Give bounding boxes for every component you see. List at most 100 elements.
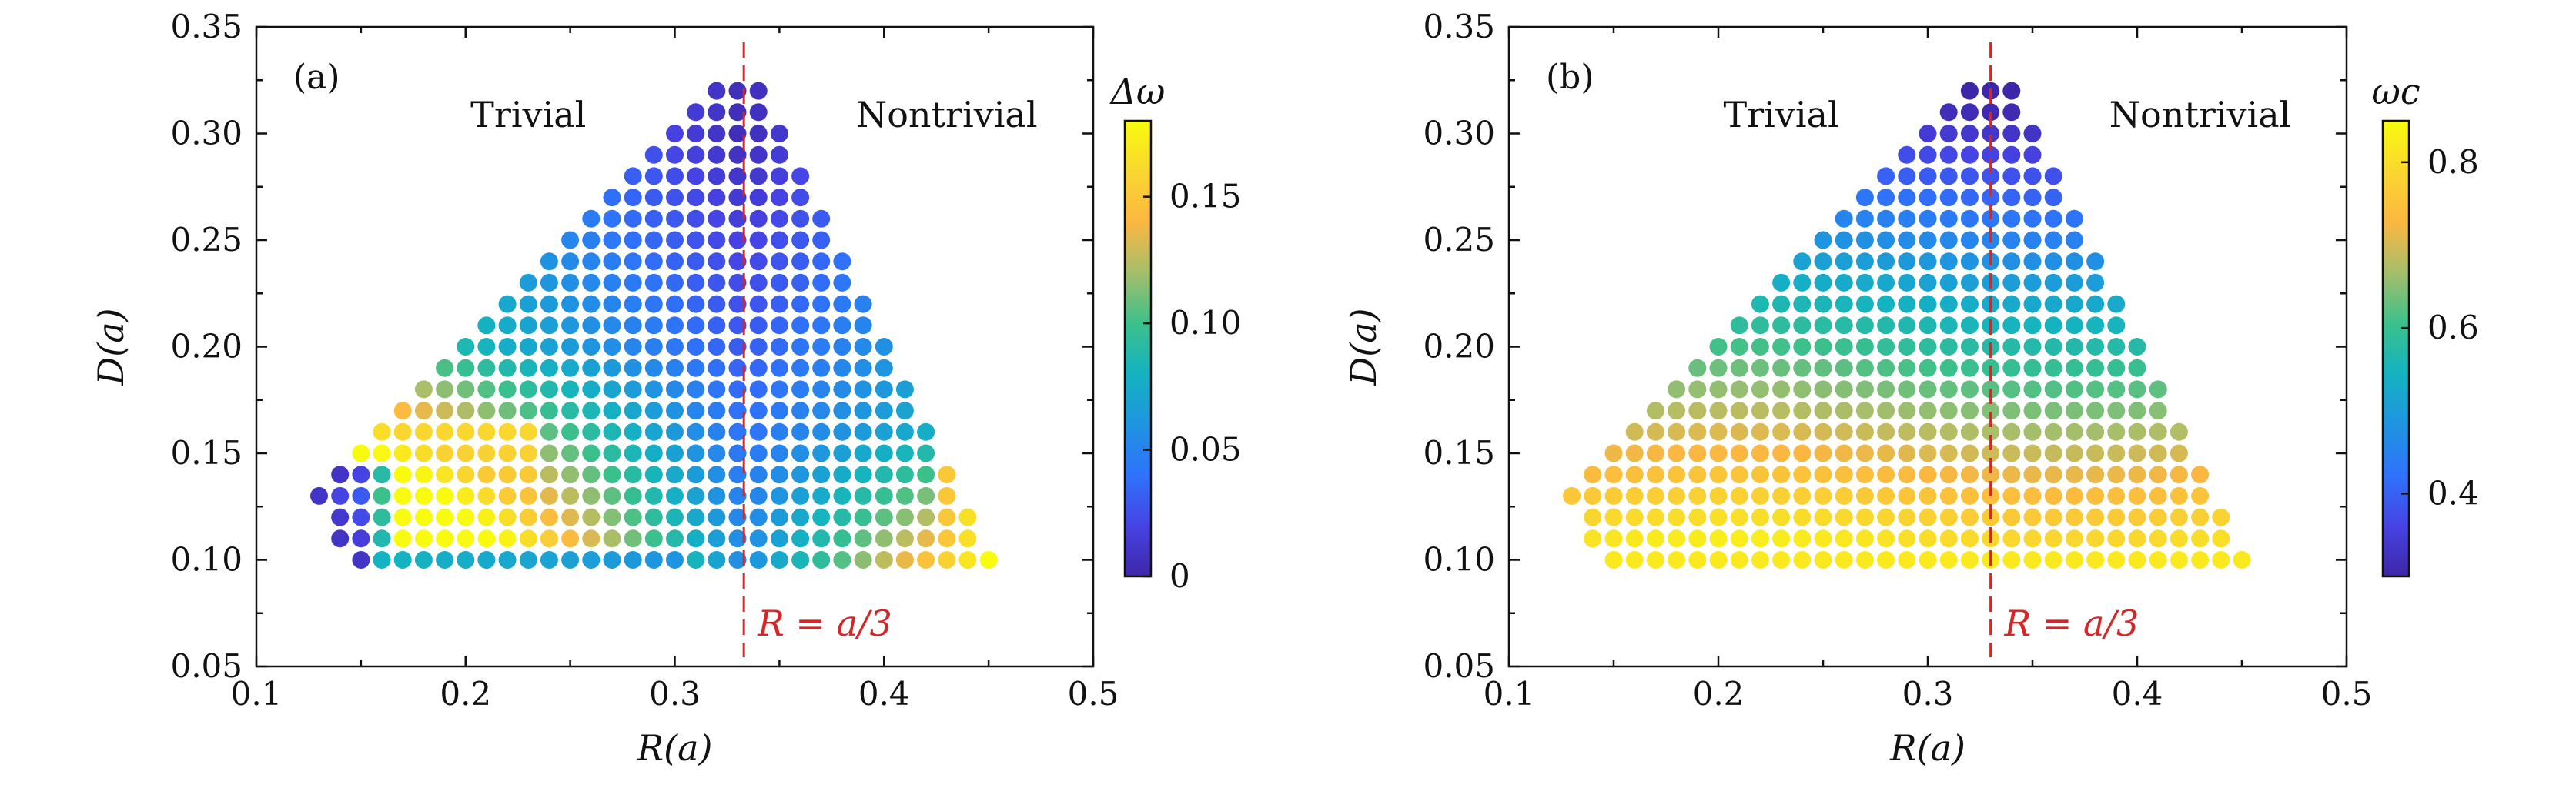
data-point xyxy=(1772,402,1791,420)
data-point xyxy=(2002,466,2021,484)
data-point xyxy=(603,273,621,292)
data-point xyxy=(812,273,831,292)
data-point xyxy=(540,338,558,356)
data-point xyxy=(1919,486,1937,505)
data-point xyxy=(1982,402,2000,420)
data-point xyxy=(2065,422,2083,441)
data-point xyxy=(687,145,705,164)
data-point xyxy=(770,359,788,377)
data-point xyxy=(666,529,684,548)
colorbar-tick-label: 0.6 xyxy=(2427,309,2479,346)
data-point xyxy=(1625,508,1644,526)
data-point xyxy=(1982,444,2000,462)
data-point xyxy=(2086,402,2105,420)
data-point xyxy=(457,380,475,399)
data-point xyxy=(498,551,517,569)
data-point xyxy=(561,295,580,313)
data-point xyxy=(582,402,601,420)
data-point xyxy=(519,551,537,569)
data-point xyxy=(728,252,747,271)
data-point xyxy=(708,189,726,207)
data-point xyxy=(561,529,580,548)
data-point xyxy=(1898,273,1916,292)
data-point xyxy=(875,551,893,569)
data-point xyxy=(749,252,768,271)
data-point xyxy=(770,231,788,249)
data-point xyxy=(2002,338,2021,356)
colorbar-title-b: ωc xyxy=(2371,71,2420,112)
data-point xyxy=(2086,466,2105,484)
data-point xyxy=(728,295,747,313)
data-point xyxy=(770,167,788,185)
data-point xyxy=(310,486,328,505)
data-point xyxy=(477,380,496,399)
data-point xyxy=(540,252,558,271)
data-point xyxy=(477,359,496,377)
data-point xyxy=(687,273,705,292)
data-point xyxy=(1730,466,1748,484)
data-point xyxy=(2002,273,2021,292)
panel-label-b: (b) xyxy=(1546,58,1594,97)
data-point xyxy=(331,529,350,548)
data-point xyxy=(1814,551,1832,569)
data-point xyxy=(2149,529,2167,548)
data-point xyxy=(770,380,788,399)
data-point xyxy=(1751,529,1769,548)
data-point xyxy=(1793,273,1812,292)
data-point xyxy=(770,316,788,335)
data-point xyxy=(1730,380,1748,399)
data-point xyxy=(1709,529,1728,548)
data-point xyxy=(2023,359,2042,377)
data-point xyxy=(2065,316,2083,335)
data-point xyxy=(2065,551,2083,569)
data-point xyxy=(1877,529,1895,548)
data-point xyxy=(2170,508,2188,526)
data-point xyxy=(728,82,747,100)
data-point xyxy=(770,145,788,164)
data-point xyxy=(938,508,956,526)
data-point xyxy=(624,551,642,569)
data-point xyxy=(561,273,580,292)
data-point xyxy=(728,273,747,292)
data-point xyxy=(1835,252,1853,271)
data-point xyxy=(1855,444,1874,462)
data-point xyxy=(2086,486,2105,505)
data-point xyxy=(644,167,663,185)
data-point xyxy=(2023,231,2042,249)
data-point xyxy=(1877,252,1895,271)
y-tick-label: 0.30 xyxy=(1423,115,1495,152)
data-point xyxy=(561,466,580,484)
data-point xyxy=(1877,167,1895,185)
data-point xyxy=(1730,508,1748,526)
data-point xyxy=(1939,338,1958,356)
data-point xyxy=(687,402,705,420)
data-point xyxy=(1835,316,1853,335)
data-point xyxy=(393,422,412,441)
data-point xyxy=(1814,338,1832,356)
data-point xyxy=(644,145,663,164)
data-point xyxy=(2023,125,2042,142)
y-tick-label: 0.20 xyxy=(170,328,243,366)
data-point xyxy=(1772,316,1791,335)
data-point xyxy=(603,189,621,207)
data-point xyxy=(1835,231,1853,249)
colorbar-b: ωc 0.4 0.6 0.8 xyxy=(2371,71,2479,578)
data-point xyxy=(1793,316,1812,335)
data-point xyxy=(561,380,580,399)
data-point xyxy=(833,444,851,462)
data-point xyxy=(1939,444,1958,462)
data-point xyxy=(352,466,370,484)
data-point xyxy=(1814,231,1832,249)
data-point xyxy=(1814,486,1832,505)
data-point xyxy=(1939,252,1958,271)
data-point xyxy=(373,551,391,569)
data-point xyxy=(1646,486,1664,505)
data-point xyxy=(582,422,601,441)
data-point xyxy=(2149,402,2167,420)
data-point xyxy=(1814,252,1832,271)
data-point xyxy=(687,466,705,484)
data-point xyxy=(895,551,914,569)
data-point xyxy=(1772,338,1791,356)
data-point xyxy=(895,529,914,548)
data-point xyxy=(666,209,684,228)
